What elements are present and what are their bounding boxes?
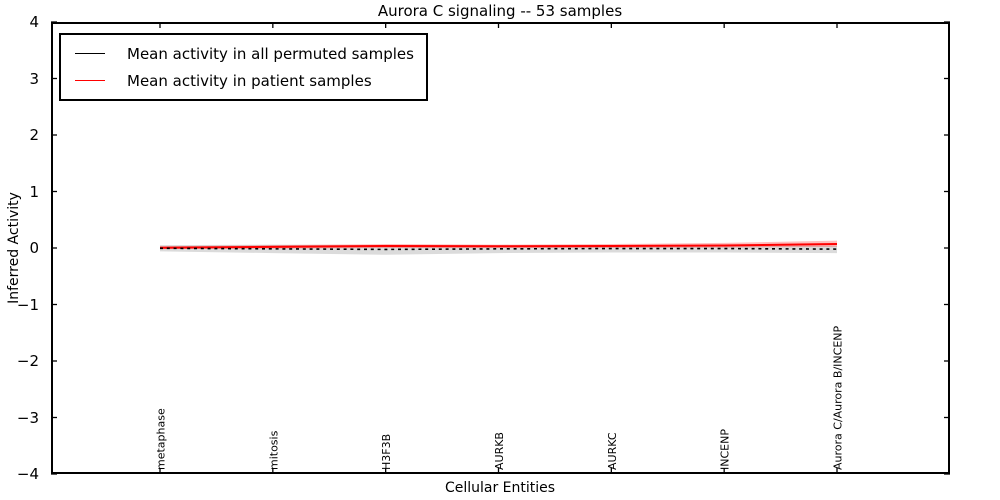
x-tick-label-5: INCENP (719, 429, 732, 470)
series-line-1 (159, 243, 838, 249)
chart-canvas: metaphase mitosis H3F3B AURKB AURKC INCENP Aur… (51, 21, 950, 475)
x-tick-label-2: H3F3B (380, 434, 393, 470)
legend-row-permuted: Mean activity in all permuted samples (75, 40, 414, 67)
legend-row-patient: Mean activity in patient samples (75, 67, 414, 94)
y-tick-label--4: −4 (16, 465, 39, 483)
chart-title: Aurora C signaling -- 53 samples (377, 2, 623, 20)
x-tick-label-1: mitosis (267, 430, 280, 470)
y-tick-label-0: 0 (29, 239, 39, 257)
y-tick-label--3: −3 (16, 408, 39, 427)
y-tick-label--1: −1 (16, 295, 39, 314)
y-tick-label-3: 3 (29, 69, 39, 88)
legend-label-patient: Mean activity in patient samples (127, 71, 372, 90)
y-tick-label-1: 1 (29, 182, 39, 201)
y-tick-label-2: 2 (29, 126, 39, 144)
x-tick-label-3: AURKB (493, 432, 506, 470)
x-tick-label-6: Aurora C/Aurora B/INCENP (832, 325, 845, 470)
legend: Mean activity in all permuted samples Me… (59, 33, 428, 101)
legend-label-permuted: Mean activity in all permuted samples (127, 44, 414, 63)
axes-frame (51, 22, 950, 474)
y-tick-label--2: −2 (16, 352, 39, 370)
x-tick-label-0: metaphase (155, 408, 168, 470)
x-axis-label: Cellular Entities (444, 480, 556, 496)
x-tick-label-4: AURKC (606, 432, 619, 470)
legend-line-sample-red (75, 80, 105, 81)
legend-line-sample-black (75, 53, 105, 54)
plot-area: metaphase mitosis H3F3B AURKB AURKC INCENP Aur… (51, 21, 950, 475)
y-tick-label-4: 4 (29, 13, 39, 31)
